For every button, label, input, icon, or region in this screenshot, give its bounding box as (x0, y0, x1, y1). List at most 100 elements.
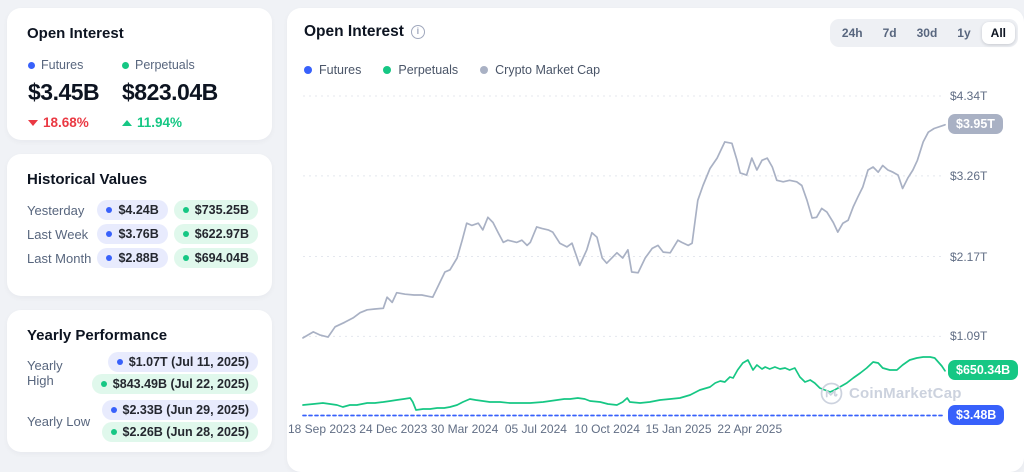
perpetuals-value-pill: $2.26B (Jun 28, 2025) (101, 422, 258, 442)
perpetuals-dot-icon (100, 381, 107, 387)
x-axis-tick: 24 Dec 2023 (359, 422, 428, 436)
info-icon[interactable]: i (410, 25, 425, 39)
chart-legend: Futures Perpetuals Crypto Market Cap (304, 63, 600, 77)
futures-dot-icon (110, 407, 117, 413)
yearly-pills: $1.07T (Jul 11, 2025) $843.49B (Jul 22, 2… (91, 352, 258, 394)
historical-rows: Yesterday $4.24B $735.25B Last Week $3.76B $6… (27, 198, 258, 270)
perpetuals-value-pill: $622.97B (173, 224, 258, 244)
caret-up-icon (122, 119, 132, 126)
futures-value-pill: $2.33B (Jun 29, 2025) (101, 400, 258, 420)
chart-plot-area[interactable] (303, 93, 945, 419)
legend-item-crypto-market-cap[interactable]: Crypto Market Cap (480, 63, 600, 77)
open-interest-summary-card: Open Interest Futures $3.45B 18.68% Perp… (7, 8, 272, 140)
legend-item-perpetuals[interactable]: Perpetuals (383, 63, 458, 77)
futures-label-row: Futures (28, 58, 122, 72)
pill-value: $3.76B (118, 227, 159, 241)
pill-value: $694.04B (194, 251, 249, 265)
current-value-badge-futures: $3.48B (948, 404, 1005, 425)
x-axis-tick: 15 Jan 2025 (645, 422, 712, 436)
historical-row-yesterday: Yesterday $4.24B $735.25B (27, 198, 258, 222)
futures-dot-icon (106, 231, 113, 237)
card-title: Yearly Performance (27, 327, 168, 344)
historical-row-last-week: Last Week $3.76B $622.97B (27, 222, 258, 246)
futures-value-pill: $1.07T (Jul 11, 2025) (107, 352, 258, 372)
range-button-7d[interactable]: 7d (874, 22, 906, 44)
watermark: CoinMarketCap (820, 382, 962, 405)
futures-value-pill: $4.24B (97, 200, 168, 220)
perpetuals-summary: Perpetuals $823.04B 11.94% (122, 58, 218, 130)
yearly-row-yearly-high: Yearly High $1.07T (Jul 11, 2025) $843.49B… (27, 352, 258, 394)
pill-value: $4.24B (118, 203, 159, 217)
legend-dot-icon (383, 66, 392, 74)
chart-canvas (302, 95, 946, 417)
futures-label: Futures (41, 58, 84, 72)
perpetuals-value-pill: $843.49B (Jul 22, 2025) (91, 374, 258, 394)
pill-value: $1.07T (Jul 11, 2025) (128, 355, 249, 369)
pill-value: $2.33B (Jun 29, 2025) (122, 403, 249, 417)
row-label: Yesterday (27, 202, 85, 218)
perpetuals-change-value: 11.94% (137, 115, 183, 130)
range-button-30d[interactable]: 30d (908, 22, 947, 44)
y-axis-tick: $3.26T (950, 168, 988, 183)
perpetuals-change: 11.94% (122, 115, 218, 130)
pill-value: $735.25B (194, 203, 249, 217)
row-label: Last Month (27, 250, 92, 266)
legend-label: Futures (319, 63, 362, 77)
y-axis-tick: $2.17T (950, 249, 988, 264)
perpetuals-dot-icon (182, 255, 189, 261)
futures-dot-icon (116, 359, 123, 365)
futures-value-pill: $2.88B (97, 248, 168, 268)
y-axis-tick: $4.34T (950, 89, 988, 103)
futures-dot-icon (106, 207, 113, 213)
futures-change: 18.68% (28, 115, 122, 130)
legend-label: Crypto Market Cap (495, 63, 601, 77)
historical-row-last-month: Last Month $2.88B $694.04B (27, 246, 258, 270)
perpetuals-dot-icon (182, 231, 189, 237)
yearly-performance-card: Yearly Performance Yearly High $1.07T (Ju… (7, 310, 272, 452)
pill-value: $2.88B (118, 251, 159, 265)
time-range-selector: 24h 7d 30d 1y All (829, 19, 1018, 47)
card-title: Open Interest (27, 25, 124, 42)
perpetuals-dot-icon (122, 61, 129, 69)
perpetuals-dot-icon (182, 207, 189, 213)
x-axis-tick: 30 Mar 2024 (430, 422, 499, 436)
perpetuals-dot-icon (110, 429, 117, 435)
chart-header: Open Interest i (304, 23, 425, 41)
caret-down-icon (28, 119, 38, 126)
perpetuals-label: Perpetuals (135, 58, 195, 72)
futures-value: $3.45B (28, 79, 100, 105)
series-line-perpetuals (302, 356, 946, 411)
futures-dot-icon (28, 61, 35, 69)
current-value-badge-crypto-market-cap: $3.95T (948, 114, 1003, 135)
coinmarketcap-logo-icon (820, 382, 843, 405)
pill-value: $843.49B (Jul 22, 2025) (112, 377, 249, 391)
pill-value: $622.97B (194, 227, 249, 241)
pill-value: $2.26B (Jun 28, 2025) (122, 425, 249, 439)
futures-change-value: 18.68% (43, 115, 89, 130)
perpetuals-value-pill: $694.04B (173, 248, 258, 268)
futures-value-pill: $3.76B (97, 224, 168, 244)
x-axis-tick: 18 Sep 2023 (287, 422, 357, 436)
open-interest-columns: Futures $3.45B 18.68% Perpetuals $823.04… (28, 58, 218, 130)
row-label: Yearly Low (27, 413, 91, 429)
legend-dot-icon (480, 66, 489, 74)
card-title: Historical Values (27, 171, 148, 188)
range-button-24h[interactable]: 24h (833, 22, 872, 44)
y-axis-tick: $1.09T (950, 329, 988, 344)
range-button-all[interactable]: All (981, 22, 1015, 44)
legend-dot-icon (304, 66, 312, 74)
futures-summary: Futures $3.45B 18.68% (28, 58, 122, 130)
series-line-crypto-market-cap (302, 123, 946, 339)
current-value-badge-perpetuals: $650.34B (948, 360, 1019, 381)
legend-label: Perpetuals (398, 63, 459, 77)
yearly-pills: $2.33B (Jun 29, 2025) $2.26B (Jun 28, 202… (101, 400, 258, 442)
row-label: Last Week (27, 226, 89, 242)
x-axis-tick: 05 Jul 2024 (504, 422, 567, 436)
futures-dot-icon (106, 255, 113, 261)
perpetuals-value-pill: $735.25B (173, 200, 258, 220)
legend-item-futures[interactable]: Futures (304, 63, 361, 77)
range-button-1y[interactable]: 1y (948, 22, 979, 44)
x-axis-tick: 22 Apr 2025 (717, 422, 783, 436)
x-axis-tick: 10 Oct 2024 (574, 422, 640, 436)
